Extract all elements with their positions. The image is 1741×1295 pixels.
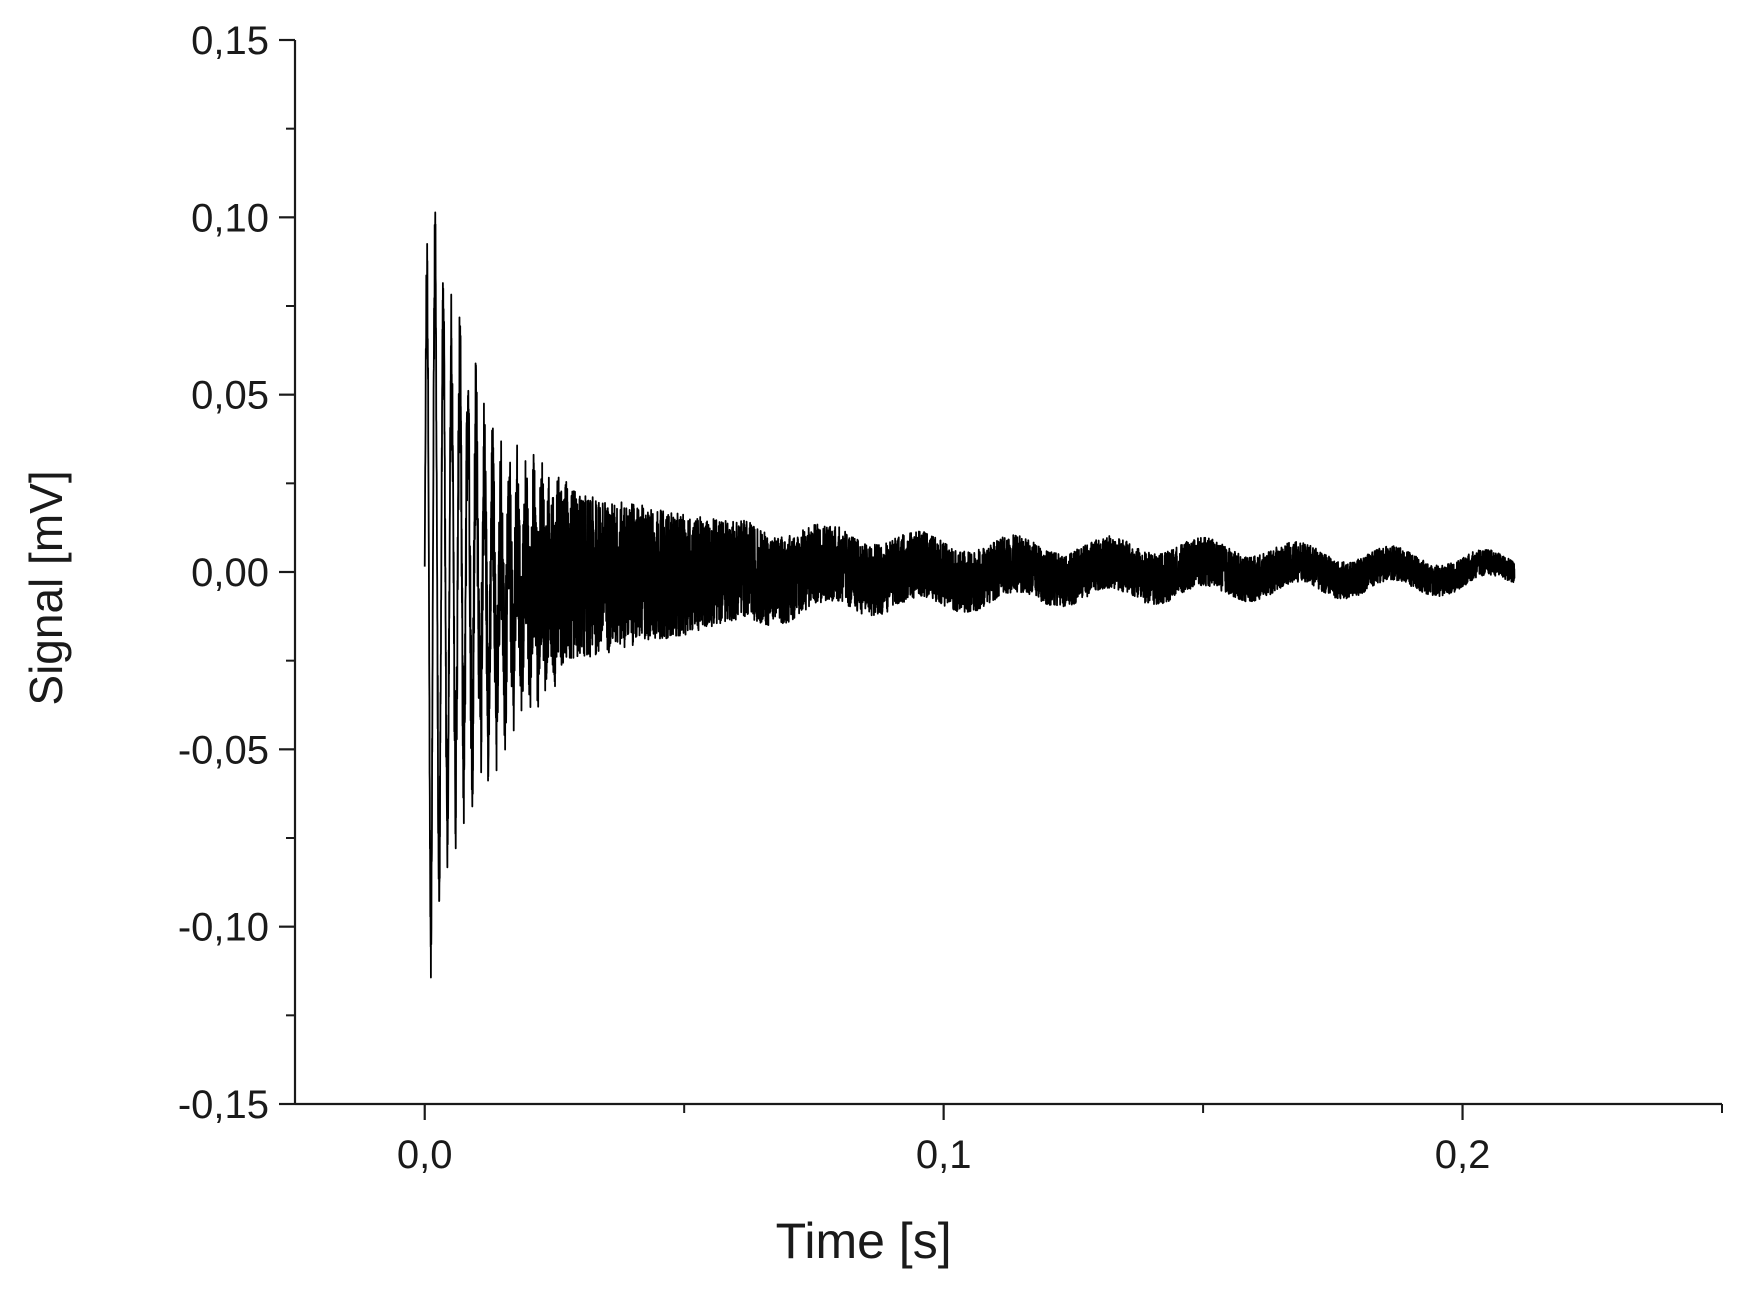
y-tick-label: 0,00 xyxy=(191,551,269,595)
x-tick-label: 0,2 xyxy=(1435,1133,1491,1177)
y-tick-label: -0,15 xyxy=(178,1083,269,1127)
axes: 0,15 0,10 0,05 0,00 -0,05 -0,10 -0,15 0,0 0,1 0,2 xyxy=(178,19,1723,1177)
signal-series-line xyxy=(423,211,1516,979)
y-tick-label: -0,10 xyxy=(178,906,269,950)
y-tick-label: -0,05 xyxy=(178,728,269,772)
x-tick-label: 0,1 xyxy=(916,1133,972,1177)
plot-area xyxy=(423,211,1516,979)
y-tick-label: 0,05 xyxy=(191,374,269,418)
y-tick-label: 0,10 xyxy=(191,196,269,240)
y-axis-title: Signal [mV] xyxy=(20,470,72,705)
x-tick-label: 0,0 xyxy=(397,1133,453,1177)
y-tick-label: 0,15 xyxy=(191,19,269,63)
x-axis-title: Time [s] xyxy=(776,1213,952,1269)
